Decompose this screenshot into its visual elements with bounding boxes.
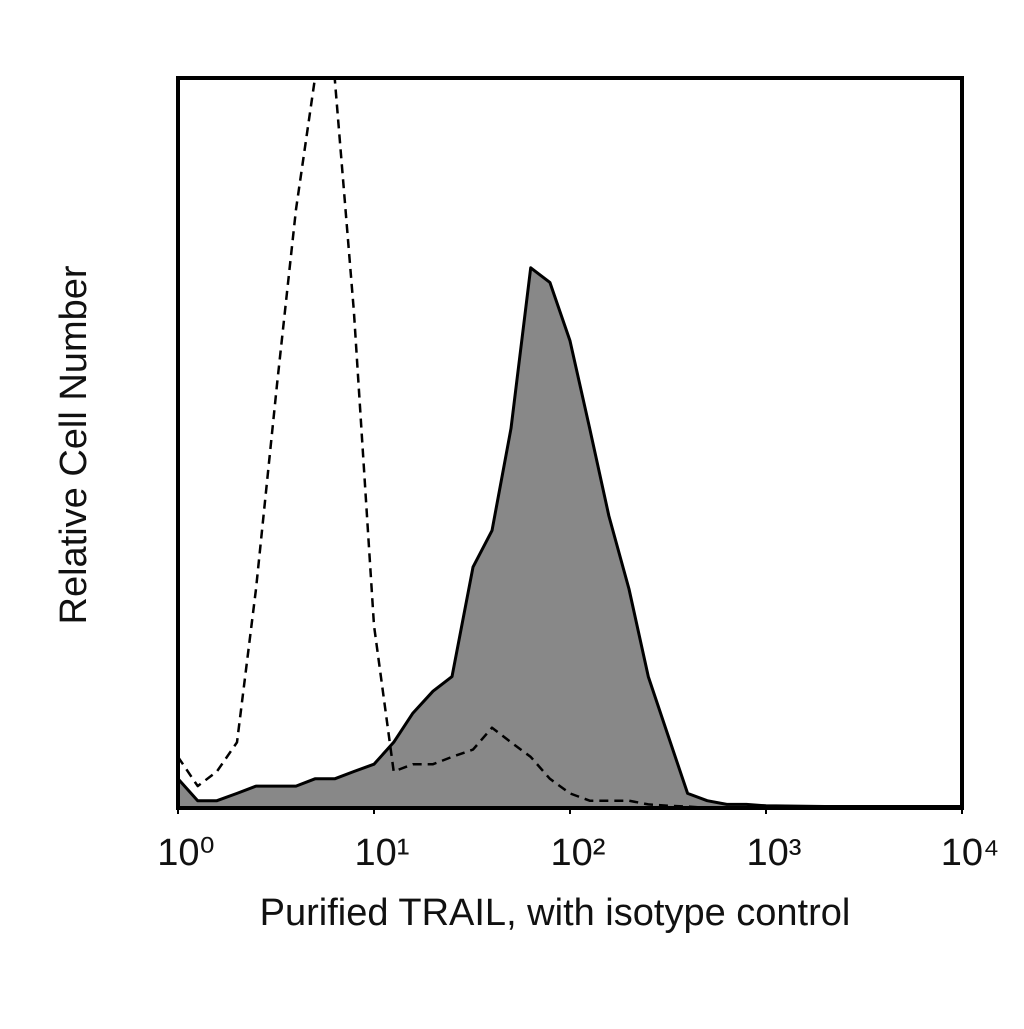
dashed-histogram — [178, 78, 962, 808]
x-tick-label: 10² — [551, 832, 606, 874]
plot-frame — [176, 76, 964, 810]
x-tick-label: 10¹ — [355, 832, 410, 874]
x-tick-label: 10⁴ — [941, 832, 1000, 874]
filled-histogram — [178, 266, 962, 808]
x-tick-label: 10³ — [747, 832, 802, 874]
x-axis-label: Purified TRAIL, with isotype control — [260, 892, 851, 934]
y-axis-label: Relative Cell Number — [53, 265, 95, 624]
x-tick-label: 10⁰ — [157, 832, 215, 874]
